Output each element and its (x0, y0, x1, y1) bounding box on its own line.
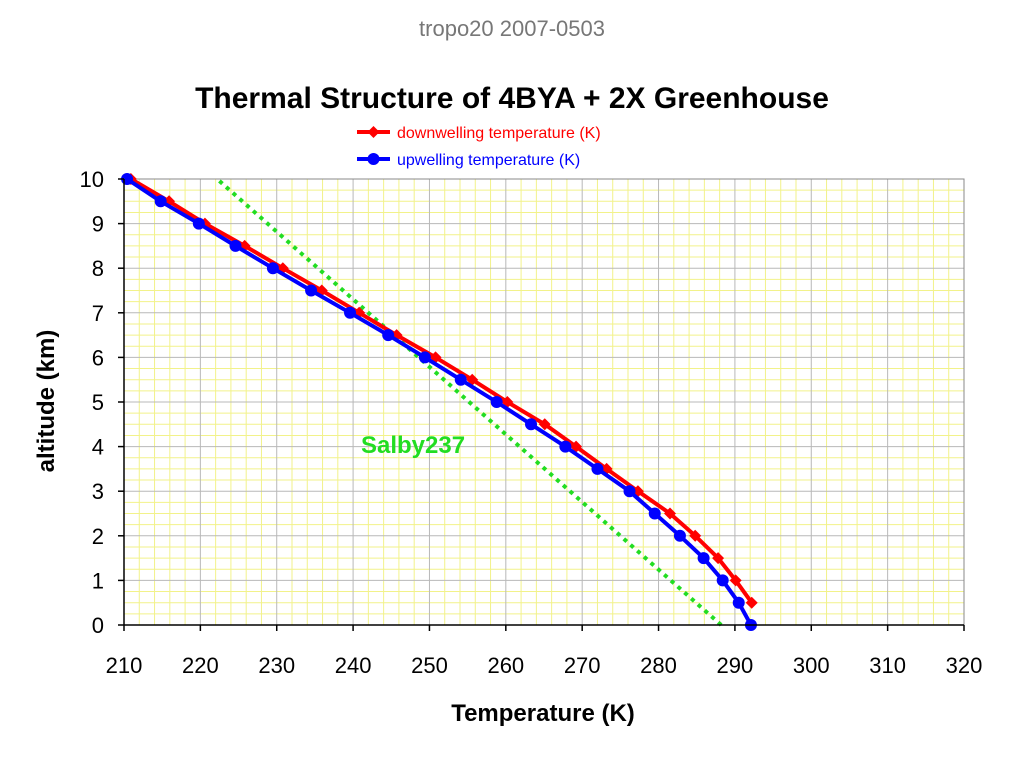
legend-item-downwelling: downwelling temperature (K) (357, 125, 601, 142)
reference-line (215, 177, 723, 627)
data-point-upwelling (382, 329, 395, 342)
data-point-upwelling (623, 485, 636, 498)
data-point-upwelling (697, 552, 710, 565)
axes (118, 178, 965, 631)
y-axis-label: altitude (km) (33, 330, 60, 473)
x-tick-label: 250 (411, 653, 448, 678)
data-point-upwelling (305, 284, 318, 297)
y-tick-label: 2 (92, 524, 104, 549)
data-point-upwelling (732, 596, 745, 609)
chart-title: Thermal Structure of 4BYA + 2X Greenhous… (195, 82, 829, 115)
series-layer (121, 173, 758, 631)
data-point-downwelling (689, 529, 702, 542)
x-tick-label: 300 (793, 653, 830, 678)
data-point-upwelling (192, 217, 205, 230)
data-point-upwelling (673, 529, 686, 542)
data-point-upwelling (559, 440, 572, 453)
y-tick-label: 10 (80, 167, 104, 192)
x-tick-label: 320 (946, 653, 983, 678)
data-point-upwelling (525, 418, 538, 431)
x-tick-label: 210 (106, 653, 143, 678)
y-tick-label: 4 (92, 435, 104, 460)
y-tick-label: 9 (92, 212, 104, 237)
x-tick-labels: 210 220 230 240 250 260 270 280 290 300 310 320 (106, 653, 983, 678)
data-point-downwelling (664, 507, 676, 520)
slide-header: tropo20 2007-0503 (419, 16, 605, 41)
y-tick-label: 5 (92, 390, 104, 415)
x-tick-label: 230 (258, 653, 295, 678)
x-tick-label: 290 (717, 653, 754, 678)
y-tick-label: 7 (92, 301, 104, 326)
data-point-upwelling (344, 306, 357, 319)
y-tick-label: 1 (92, 568, 104, 593)
data-point-upwelling (154, 195, 167, 208)
x-axis-label: Temperature (K) (451, 700, 635, 727)
data-point-downwelling (712, 552, 725, 565)
data-point-upwelling (716, 574, 729, 587)
data-point-downwelling (538, 418, 551, 431)
x-tick-label: 310 (869, 653, 906, 678)
data-point-upwelling (490, 396, 503, 408)
salby-annotation: Salby237 (361, 432, 465, 459)
circle-marker-icon (367, 153, 380, 165)
legend: downwelling temperature (K) upwelling te… (357, 125, 601, 169)
x-tick-label: 240 (335, 653, 372, 678)
x-tick-label: 260 (487, 653, 524, 678)
data-point-upwelling (418, 351, 431, 364)
y-tick-labels: 0 1 2 3 4 5 6 7 8 9 10 (80, 167, 104, 638)
data-point-upwelling (591, 462, 604, 475)
diamond-marker-icon (367, 126, 380, 138)
data-point-upwelling (229, 239, 242, 252)
data-point-upwelling (648, 507, 661, 520)
legend-item-upwelling: upwelling temperature (K) (357, 152, 580, 169)
y-tick-label: 6 (92, 345, 104, 370)
y-tick-label: 3 (92, 479, 104, 504)
data-point-downwelling (729, 574, 742, 587)
y-tick-label: 8 (92, 256, 104, 281)
data-point-downwelling (745, 596, 758, 609)
salby-reference-line (215, 177, 723, 627)
x-tick-label: 220 (182, 653, 219, 678)
x-tick-label: 270 (564, 653, 601, 678)
data-point-upwelling (266, 262, 279, 275)
legend-label-downwelling: downwelling temperature (K) (397, 125, 601, 142)
legend-label-upwelling: upwelling temperature (K) (397, 152, 580, 169)
series-line-0 (129, 177, 754, 604)
y-tick-label: 0 (92, 613, 104, 638)
data-point-upwelling (454, 373, 467, 386)
x-tick-label: 280 (640, 653, 677, 678)
